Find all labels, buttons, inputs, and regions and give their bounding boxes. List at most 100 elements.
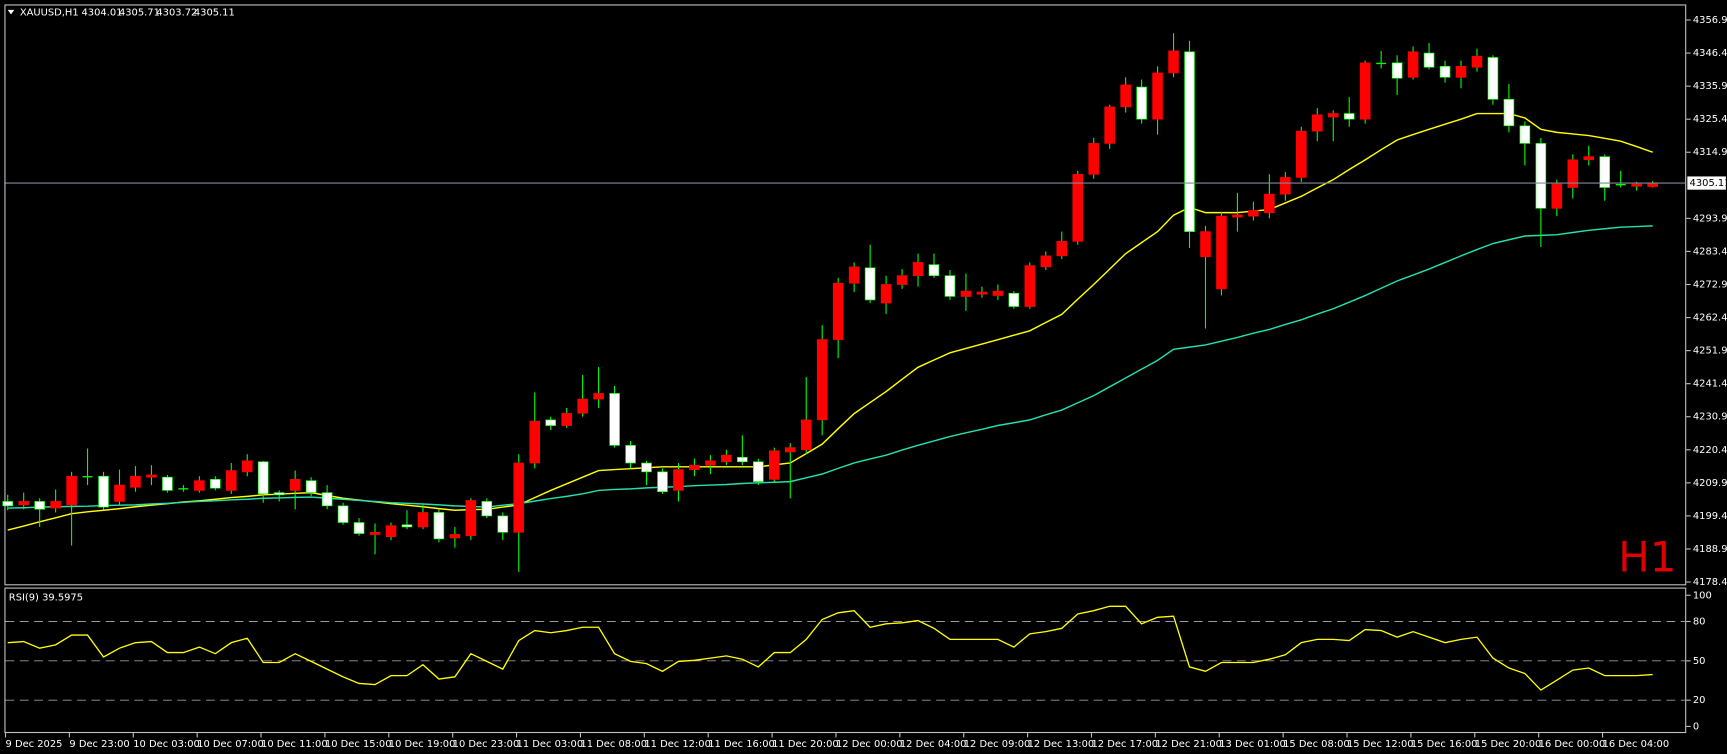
candle-body: [577, 398, 588, 414]
y-tick-label: 50: [1693, 656, 1706, 667]
candle-body: [545, 419, 556, 426]
candle-body: [1296, 130, 1307, 178]
candle-body: [1104, 106, 1115, 144]
candle-body: [1519, 125, 1531, 144]
candle-body: [1631, 183, 1642, 187]
candle-body: [1168, 50, 1179, 74]
candle-body: [800, 419, 812, 451]
candle-body: [385, 525, 397, 538]
candle-body: [1583, 156, 1595, 161]
candle-body: [864, 267, 876, 301]
y-tick-label: 4230.90: [1693, 412, 1727, 423]
y-tick-label: 4293.90: [1693, 213, 1727, 224]
y-tick-label: 4335.90: [1693, 81, 1727, 92]
candle-body: [18, 501, 29, 506]
y-tick-label: 100: [1693, 590, 1712, 601]
candle-body: [1599, 156, 1611, 188]
candle-body: [1407, 51, 1419, 78]
candle-body: [593, 393, 604, 400]
candle-body: [289, 479, 301, 491]
header-close: 4305.11: [194, 8, 235, 19]
candle-body: [369, 531, 381, 535]
candle-body: [673, 469, 684, 491]
candle-body: [625, 445, 636, 464]
candle-body: [1535, 143, 1547, 209]
x-tick-label: 12 Dec 04:00: [900, 739, 967, 750]
x-tick-label: 11 Dec 16:00: [708, 739, 775, 750]
y-tick-label: 20: [1693, 695, 1706, 706]
candle-body: [162, 476, 173, 491]
header-open: 4304.01: [82, 8, 123, 19]
x-tick-label: 11 Dec 08:00: [580, 739, 647, 750]
candle-body: [449, 534, 461, 539]
candle-body: [784, 447, 796, 453]
candle-body: [1567, 159, 1579, 188]
candle-body: [305, 480, 317, 493]
symbol-title: XAUUSD,H1: [20, 8, 79, 19]
candle-body: [1439, 65, 1451, 78]
candle-body: [768, 450, 780, 480]
x-tick-label: 12 Dec 09:00: [964, 739, 1031, 750]
y-tick-label: 4178.40: [1693, 577, 1727, 588]
candle-body: [130, 475, 141, 488]
candle-body: [1024, 265, 1036, 307]
x-tick-label: 11 Dec 03:00: [517, 739, 584, 750]
candle-body: [1216, 215, 1227, 290]
candle-body: [1471, 55, 1483, 68]
rsi-line: [7, 605, 1653, 691]
price-label: 4305.11: [1690, 178, 1727, 189]
candle-body: [98, 475, 109, 508]
candle-body: [992, 290, 1004, 296]
price-label-box: [1687, 176, 1726, 190]
candle-body: [1391, 62, 1403, 79]
x-tick-label: 16 Dec 04:00: [1603, 739, 1670, 750]
candle-body: [1503, 99, 1515, 127]
candle-body: [497, 515, 509, 533]
candle-body: [1056, 241, 1068, 257]
x-tick-label: 11 Dec 20:00: [772, 739, 839, 750]
candle-body: [1152, 72, 1163, 120]
candle-body: [832, 282, 844, 340]
candle-body: [321, 492, 333, 507]
y-tick-label: 4220.40: [1693, 445, 1727, 456]
candle-body: [928, 264, 940, 276]
rsi-pane: [4, 587, 1687, 734]
candle-body: [210, 479, 221, 489]
candle-body: [114, 484, 125, 502]
candle-body: [737, 457, 748, 463]
y-tick-label: 4356.90: [1693, 15, 1727, 26]
x-tick-label: 10 Dec 11:00: [261, 739, 328, 750]
candle-body: [433, 512, 445, 540]
candle-body: [353, 522, 365, 534]
candle-body: [1343, 113, 1355, 120]
y-tick-label: 4314.90: [1693, 147, 1727, 158]
x-tick-label: 12 Dec 13:00: [1028, 739, 1095, 750]
candle-body: [481, 501, 493, 517]
x-tick-label: 9 Dec 23:00: [69, 739, 129, 750]
candle-body: [241, 460, 253, 473]
y-tick-label: 4251.90: [1693, 346, 1727, 357]
candle-body: [1359, 62, 1371, 120]
candle-body: [960, 290, 972, 297]
candle-body: [689, 464, 700, 470]
x-tick-label: 15 Dec 16:00: [1411, 739, 1478, 750]
x-tick-label: 9 Dec 2025: [6, 739, 63, 750]
moving-average-line: [7, 225, 1653, 509]
candle-body: [50, 501, 61, 509]
candle-body: [609, 393, 620, 446]
candle-body: [976, 291, 988, 295]
candle-body: [912, 262, 924, 276]
menu-arrow[interactable]: [7, 9, 15, 15]
y-tick-label: 4241.40: [1693, 379, 1727, 390]
candle-body: [1264, 193, 1275, 214]
x-tick-label: 16 Dec 00:00: [1539, 739, 1606, 750]
candle-body: [944, 275, 956, 297]
candle-body: [705, 460, 716, 466]
candle-body: [2, 501, 13, 507]
rsi-title: RSI(9) 39.5975: [9, 592, 83, 603]
y-tick-label: 0: [1693, 721, 1699, 732]
candle-body: [1232, 214, 1243, 218]
x-tick-label: 12 Dec 17:00: [1091, 739, 1158, 750]
candle-body: [1200, 231, 1211, 258]
y-tick-label: 4283.40: [1693, 246, 1727, 257]
